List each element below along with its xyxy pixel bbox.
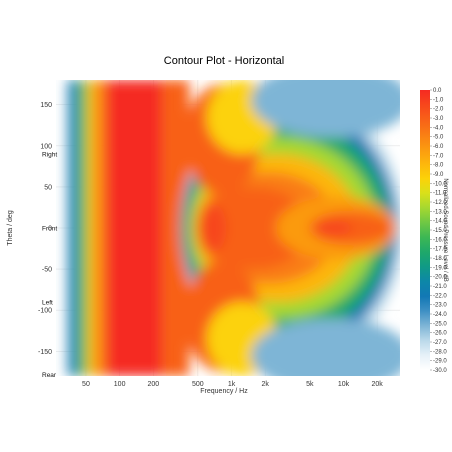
- colorbar-tick-label: -15.0: [433, 228, 447, 234]
- colorbar-tick-label: -18.0: [433, 256, 447, 262]
- colorbar-tick-label: -1.0: [433, 97, 444, 103]
- contour-band: [251, 80, 400, 138]
- contour-band: [79, 80, 88, 376]
- colorbar-tick-label: -5.0: [433, 135, 444, 141]
- contour-band: [251, 318, 400, 376]
- x-tick-label: 200: [147, 381, 159, 388]
- direction-annotations: Right Front Left Rear: [42, 152, 57, 380]
- colorbar-tick-label: -6.0: [433, 144, 444, 150]
- plot-area: 50 100 200 500 1k 2k 5k 10k 20k 150100500-50-100…: [38, 80, 400, 388]
- annotation-left: Left: [42, 300, 53, 307]
- colorbar-tick-label: 0.0: [433, 88, 442, 94]
- colorbar-tick-label: -27.0: [433, 340, 447, 346]
- colorbar-tick-label: -25.0: [433, 321, 447, 327]
- colorbar-tick-label: -10.0: [433, 181, 447, 187]
- colorbar-tick-label: -29.0: [433, 359, 447, 365]
- chart-title: Contour Plot - Horizontal: [164, 55, 284, 67]
- contour-band: [197, 203, 227, 253]
- colorbar-tick-label: -11.0: [433, 191, 447, 197]
- y-tick-label: -150: [38, 349, 52, 356]
- x-axis-ticks: 50 100 200 500 1k 2k 5k 10k 20k: [82, 381, 383, 388]
- colorbar-tick-label: -7.0: [433, 153, 444, 159]
- contour-band: [96, 80, 107, 376]
- colorbar-tick-label: -24.0: [433, 312, 447, 318]
- annotation-rear: Rear: [42, 372, 57, 379]
- x-axis-label: Frequency / Hz: [200, 388, 248, 395]
- colorbar-tick-label: -13.0: [433, 209, 447, 215]
- colorbar-tick-label: -2.0: [433, 107, 444, 113]
- colorbar-tick-label: -4.0: [433, 125, 444, 131]
- colorbar-tick-label: -17.0: [433, 247, 447, 253]
- colorbar-tick-label: -16.0: [433, 237, 447, 243]
- y-tick-label: 100: [40, 143, 52, 150]
- x-tick-label: 1k: [228, 381, 236, 388]
- y-axis-label: Theta / deg: [7, 210, 14, 246]
- colorbar-tick-label: -9.0: [433, 172, 444, 178]
- x-tick-label: 20k: [372, 381, 384, 388]
- colorbar-tick-label: -14.0: [433, 219, 447, 225]
- x-tick-label: 5k: [306, 381, 314, 388]
- colorbar-tick-label: -19.0: [433, 265, 447, 271]
- contour-band: [314, 219, 353, 237]
- contour-fill: [67, 80, 400, 376]
- colorbar-gradient: [420, 90, 430, 370]
- y-tick-label: 150: [40, 102, 52, 109]
- colorbar-tick-label: -22.0: [433, 293, 447, 299]
- contour-band: [106, 80, 163, 376]
- y-tick-label: -100: [38, 308, 52, 315]
- x-tick-label: 10k: [338, 381, 350, 388]
- contour-band: [67, 80, 73, 376]
- x-tick-label: 500: [192, 381, 204, 388]
- colorbar-tick-label: -23.0: [433, 303, 447, 309]
- x-tick-label: 2k: [262, 381, 270, 388]
- colorbar-tick-label: -3.0: [433, 116, 444, 122]
- colorbar-label: Normalized Sound Pressure Level / dB: [442, 178, 448, 281]
- y-axis-ticks: 150 100 50 0 -50 -100 -150: [38, 102, 52, 356]
- contour-band: [87, 80, 97, 376]
- colorbar-tick-label: -26.0: [433, 331, 447, 337]
- y-tick-label: 50: [44, 184, 52, 191]
- y-tick-label: -50: [42, 267, 52, 274]
- colorbar-ticks: 0.0 -1.0 -2.0 -3.0 -4.0 -5.0 -6.0 -7.0 -8.0 -9.0 -…: [430, 88, 447, 374]
- annotation-front: Front: [42, 226, 57, 233]
- x-tick-label: 50: [82, 381, 90, 388]
- colorbar-tick-label: -30.0: [433, 368, 447, 374]
- colorbar-tick-label: -8.0: [433, 163, 444, 169]
- colorbar-tick-label: -12.0: [433, 200, 447, 206]
- x-tick-label: 100: [114, 381, 126, 388]
- colorbar-tick-label: -20.0: [433, 275, 447, 281]
- contour-band: [72, 80, 80, 376]
- y-tick-label: 0: [48, 226, 52, 233]
- colorbar-tick-label: -28.0: [433, 349, 447, 355]
- colorbar: 0.0 -1.0 -2.0 -3.0 -4.0 -5.0 -6.0 -7.0 -8.0 -9.0 -…: [420, 88, 447, 374]
- colorbar-tick-label: -21.0: [433, 284, 447, 290]
- annotation-right: Right: [42, 152, 57, 159]
- contour-band: [199, 186, 310, 270]
